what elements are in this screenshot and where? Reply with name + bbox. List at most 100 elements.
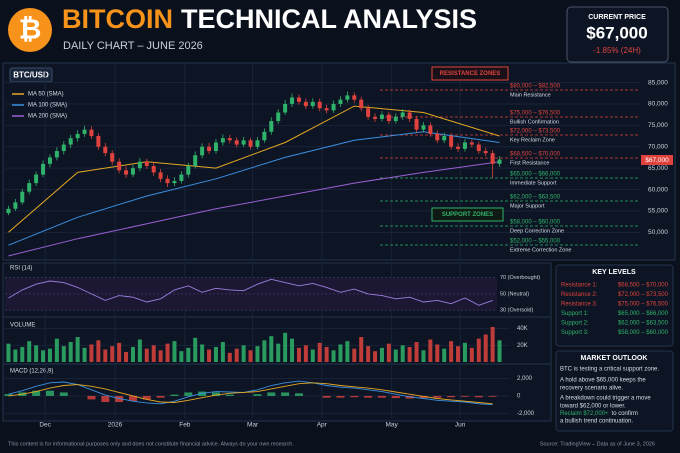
- candle-body: [103, 146, 108, 154]
- candle-body: [151, 165, 156, 173]
- candle-body: [241, 140, 246, 145]
- histogram-bar: [350, 395, 359, 398]
- candle-body: [373, 116, 378, 119]
- volume-bar: [54, 338, 59, 362]
- key-level-name: Resistance 3:: [561, 302, 598, 308]
- volume-bar: [213, 347, 218, 362]
- volume-bar: [462, 342, 467, 362]
- volume-bar: [296, 347, 301, 362]
- support-label: Major Support: [510, 203, 545, 209]
- resistance-range: $72,000 – $73,500: [510, 129, 561, 135]
- candle-body: [158, 172, 163, 179]
- resistance-label: Main Resistance: [510, 92, 551, 98]
- candle-body: [200, 146, 205, 156]
- outlook-text: recovery scenario alive.: [560, 386, 623, 392]
- volume-bar: [449, 341, 454, 362]
- volume-bar: [497, 340, 502, 362]
- candle-body: [144, 161, 149, 166]
- volume-bar: [483, 334, 488, 362]
- candle-body: [220, 138, 225, 143]
- candle-body: [13, 202, 18, 209]
- volume-bar: [41, 350, 46, 362]
- candle-body: [75, 133, 80, 139]
- candle-body: [283, 103, 288, 113]
- outlook-title: MARKET OUTLOOK: [581, 355, 648, 362]
- histogram-bar: [488, 395, 497, 397]
- candle-body: [137, 161, 142, 169]
- x-tick-label: Dec: [39, 422, 51, 429]
- volume-bar: [324, 347, 329, 362]
- outlook-text: A breakdown could trigger a move: [560, 396, 651, 402]
- candle-body: [276, 112, 281, 122]
- legend-label: MA 200 (SMA): [28, 114, 67, 120]
- volume-bar: [186, 347, 191, 362]
- key-level-range: $58,000 – $60,000: [618, 330, 669, 336]
- support-zones-title: SUPPORT ZONES: [442, 212, 493, 218]
- candle-body: [227, 138, 232, 141]
- histogram-bar: [474, 395, 483, 398]
- resistance-range: $68,500 – $70,000: [510, 152, 561, 158]
- support-label: Immediate Support: [510, 180, 557, 186]
- candle-body: [20, 191, 25, 203]
- histogram-bar: [294, 393, 303, 396]
- candle-body: [407, 112, 412, 119]
- volume-bar: [151, 345, 156, 362]
- histogram-bar: [101, 395, 110, 403]
- volume-bar: [234, 348, 239, 362]
- price-value: $67,000: [586, 23, 647, 42]
- volume-bar: [13, 349, 18, 362]
- key-level-name: Support 1:: [561, 311, 589, 317]
- candle-body: [255, 140, 260, 147]
- candle-body: [47, 157, 52, 164]
- key-level-range: $72,000 – $73,500: [618, 292, 669, 298]
- candle-body: [68, 138, 73, 145]
- price-panel: [2, 62, 676, 261]
- candle-body: [296, 97, 301, 102]
- candle-body: [428, 125, 433, 134]
- y-tick-label: 60,000: [648, 186, 668, 193]
- source: Source: TradingView – Data as of June 3,…: [540, 441, 655, 447]
- candle-body: [442, 136, 447, 141]
- histogram-bar: [184, 392, 193, 396]
- volume-bar: [207, 349, 212, 362]
- volume-bar: [310, 349, 315, 362]
- volume-bar: [276, 343, 281, 362]
- key-level-name: Support 3:: [561, 330, 589, 336]
- rsi-line: [8, 278, 493, 306]
- support-range: $65,000 – $66,000: [510, 172, 561, 178]
- volume-bar: [303, 345, 308, 362]
- candle-body: [345, 95, 350, 100]
- candle-body: [393, 116, 398, 122]
- volume-bar: [262, 340, 267, 362]
- y-tick-label: 30 (Oversold): [500, 308, 533, 314]
- rsi-title: RSI (14): [10, 266, 32, 272]
- y-tick-label: 70 (Overbought): [500, 275, 540, 281]
- candle-body: [400, 112, 405, 117]
- volume-title: VOLUME: [10, 323, 35, 329]
- volume-bar: [75, 337, 80, 362]
- candle-body: [165, 178, 170, 184]
- volume-bar: [379, 347, 384, 362]
- volume-bar: [27, 341, 32, 362]
- candle-body: [379, 114, 384, 119]
- candle-body: [61, 144, 66, 152]
- histogram-bar: [460, 395, 469, 397]
- price-label: CURRENT PRICE: [588, 14, 646, 21]
- candle-body: [497, 159, 502, 164]
- outlook-highlight: Reclaim $72,000+: [560, 411, 609, 417]
- histogram-bar: [156, 395, 165, 398]
- histogram-bar: [128, 395, 137, 402]
- rsi-band: [5, 277, 497, 311]
- candle-body: [27, 183, 32, 192]
- volume-bar: [366, 346, 371, 362]
- volume-bar: [158, 350, 163, 362]
- y-tick-label: 50 (Neutral): [500, 291, 529, 297]
- volume-bar: [338, 344, 343, 362]
- candle-body: [421, 125, 426, 130]
- price-box: [566, 6, 669, 63]
- volume-bar: [117, 342, 122, 362]
- volume-bar: [6, 343, 11, 362]
- outlook-text: a bullish trend continuation.: [560, 419, 633, 425]
- outlook-text: BTC is testing a critical support zone.: [560, 367, 659, 373]
- y-tick-label: 70,000: [648, 143, 668, 150]
